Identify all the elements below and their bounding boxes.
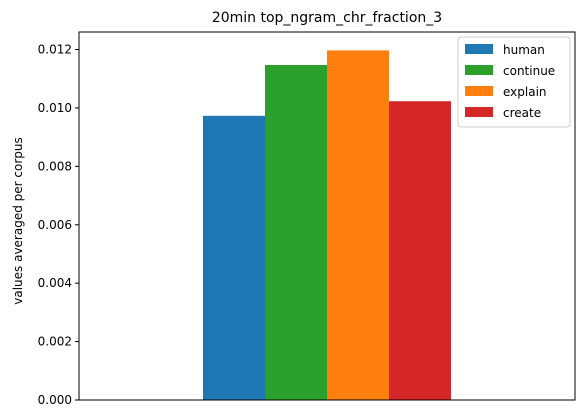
y-tick-label: 0.008 (38, 159, 72, 173)
legend-swatch-create (465, 107, 493, 117)
y-tick-label: 0.012 (38, 43, 72, 57)
y-tick-label: 0.004 (38, 276, 72, 290)
legend-box (457, 36, 571, 128)
y-tick-label: 0.010 (38, 101, 72, 115)
bar-human (203, 115, 265, 401)
legend-swatch-continue (465, 65, 493, 75)
y-tick-label: 0.002 (38, 335, 72, 349)
plot-frame (78, 31, 576, 401)
legend-label-human: human (503, 43, 545, 57)
chart-title: 20min top_ngram_chr_fraction_3 (212, 10, 442, 26)
y-tick-label: 0.000 (38, 393, 72, 407)
legend-label-explain: explain (503, 85, 547, 99)
bar-explain (327, 50, 389, 401)
legend-swatch-explain (465, 86, 493, 96)
y-axis-label: values averaged per corpus (11, 137, 25, 305)
bar-continue (265, 65, 327, 400)
y-tick-label: 0.006 (38, 218, 72, 232)
bar-create (389, 101, 451, 400)
legend-label-create: create (503, 106, 541, 120)
plot-area: 0.000 0.002 0.004 0.006 0.008 0.010 0.012 human… (38, 31, 576, 407)
legend-swatch-human (465, 44, 493, 54)
legend-label-continue: continue (503, 64, 555, 78)
